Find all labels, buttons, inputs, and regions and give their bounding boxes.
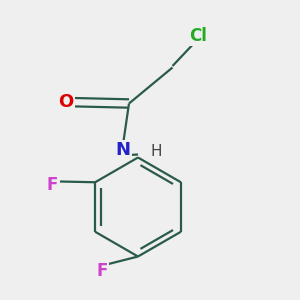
Text: H: H	[150, 144, 162, 159]
Text: F: F	[96, 262, 108, 280]
Text: O: O	[58, 93, 74, 111]
Text: Cl: Cl	[189, 27, 207, 45]
Text: F: F	[47, 176, 58, 194]
Text: N: N	[116, 141, 130, 159]
